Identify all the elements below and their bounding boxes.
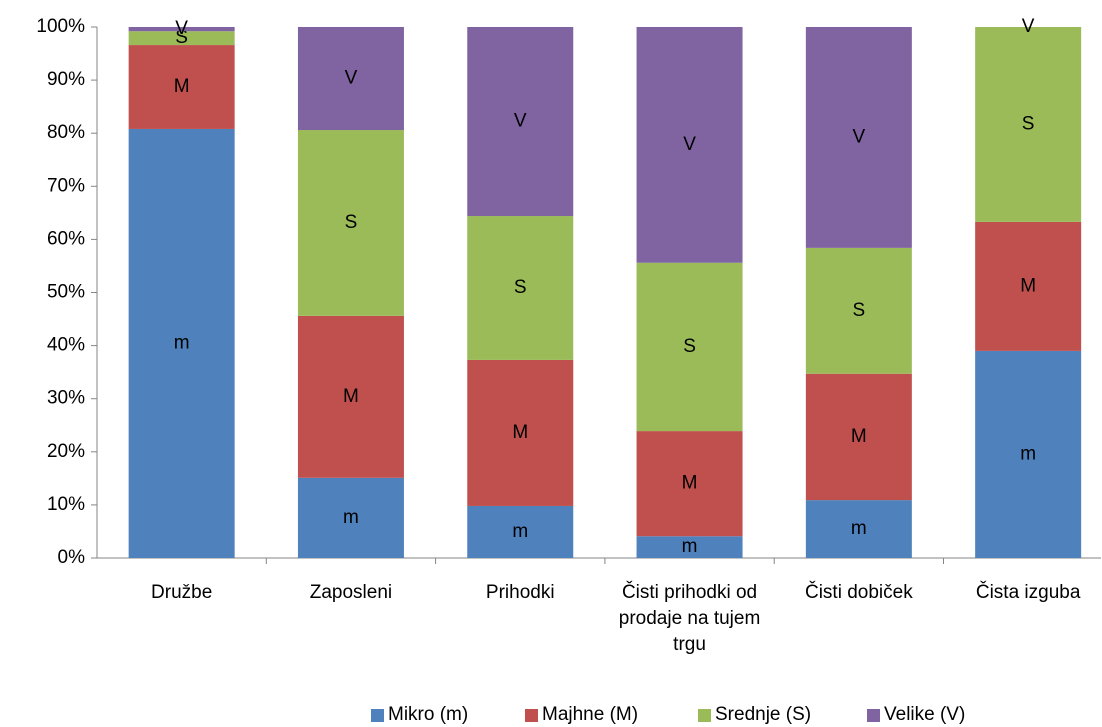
bar-segment [975,350,1082,558]
y-tick-label: 50% [47,282,85,303]
x-tick-label: Prihodki [485,582,555,603]
bar-segment [805,500,912,558]
bar-segment [297,27,404,131]
y-tick-label: 0% [58,547,86,568]
bar-segment [128,128,235,558]
data-label: m [343,507,359,528]
bar-segment [636,536,743,558]
y-tick-label: 20% [47,441,85,462]
data-label: m [851,518,867,539]
data-label: M [174,76,190,97]
y-tick-label: 100% [36,16,85,37]
legend-swatch [525,708,538,722]
x-tick-label: Družbe [151,582,213,603]
data-label: S [683,336,696,357]
y-tick-label: 90% [47,69,85,90]
data-label: M [343,386,359,407]
data-label: V [1022,16,1035,37]
data-label: V [853,126,866,147]
y-tick-label: 30% [47,388,85,409]
data-label: M [851,426,867,447]
data-label: V [683,134,696,155]
bar-segment [467,216,574,360]
x-tick-label: Čisti prihodki od prodaje na tujem trgu [618,582,761,655]
bar-segment [805,27,912,248]
y-tick-label: 60% [47,228,85,249]
data-label: M [512,422,528,443]
bar-segment [636,262,743,432]
bar-segment [128,45,235,129]
data-label: V [175,18,188,39]
legend-item: Mikro (m) [371,704,468,726]
data-label: M [682,473,698,494]
bar-segment [805,247,912,374]
y-tick-label: 40% [47,335,85,356]
y-tick-label: 10% [47,494,85,515]
legend-swatch [371,708,384,722]
data-label: M [1020,275,1036,296]
data-label: S [853,300,866,321]
bar-segment [805,373,912,501]
bar-segment [636,431,743,537]
y-tick-label: 80% [47,122,85,143]
data-label: S [175,27,188,48]
data-label: m [174,332,190,353]
legend-label: Majhne (M) [542,704,639,725]
bar-segment [975,27,1082,222]
data-label: V [514,111,527,132]
bar-segment [467,505,574,558]
x-tick-label: Čisti dobiček [804,582,913,603]
x-tick-label: Čista izguba [975,582,1081,603]
legend-item: Srednje (S) [698,704,811,726]
bar-segment [297,130,404,316]
data-label: S [514,277,527,298]
bar-segment [297,477,404,558]
legend-swatch [698,708,711,722]
bar-segment [467,27,574,217]
legend-label: Srednje (S) [715,704,812,725]
bar-segment [128,27,235,32]
data-label: S [1022,113,1035,134]
bar-segment [636,27,743,263]
data-label: S [345,212,358,233]
bar-segment [128,31,235,46]
x-tick-label: Zaposleni [309,582,393,603]
bar-segment [467,359,574,506]
legend-item: Majhne (M) [525,704,638,726]
y-tick-label: 70% [47,175,85,196]
legend-label: Mikro (m) [388,704,469,725]
bar-segment [297,315,404,478]
legend-item: Velike (V) [867,704,965,726]
legend-label: Velike (V) [884,704,966,725]
data-label: V [345,68,358,89]
data-label: m [512,521,528,542]
data-label: m [1020,443,1036,464]
bar-segment [975,221,1082,351]
data-label: m [682,536,698,557]
legend-swatch [867,708,880,722]
